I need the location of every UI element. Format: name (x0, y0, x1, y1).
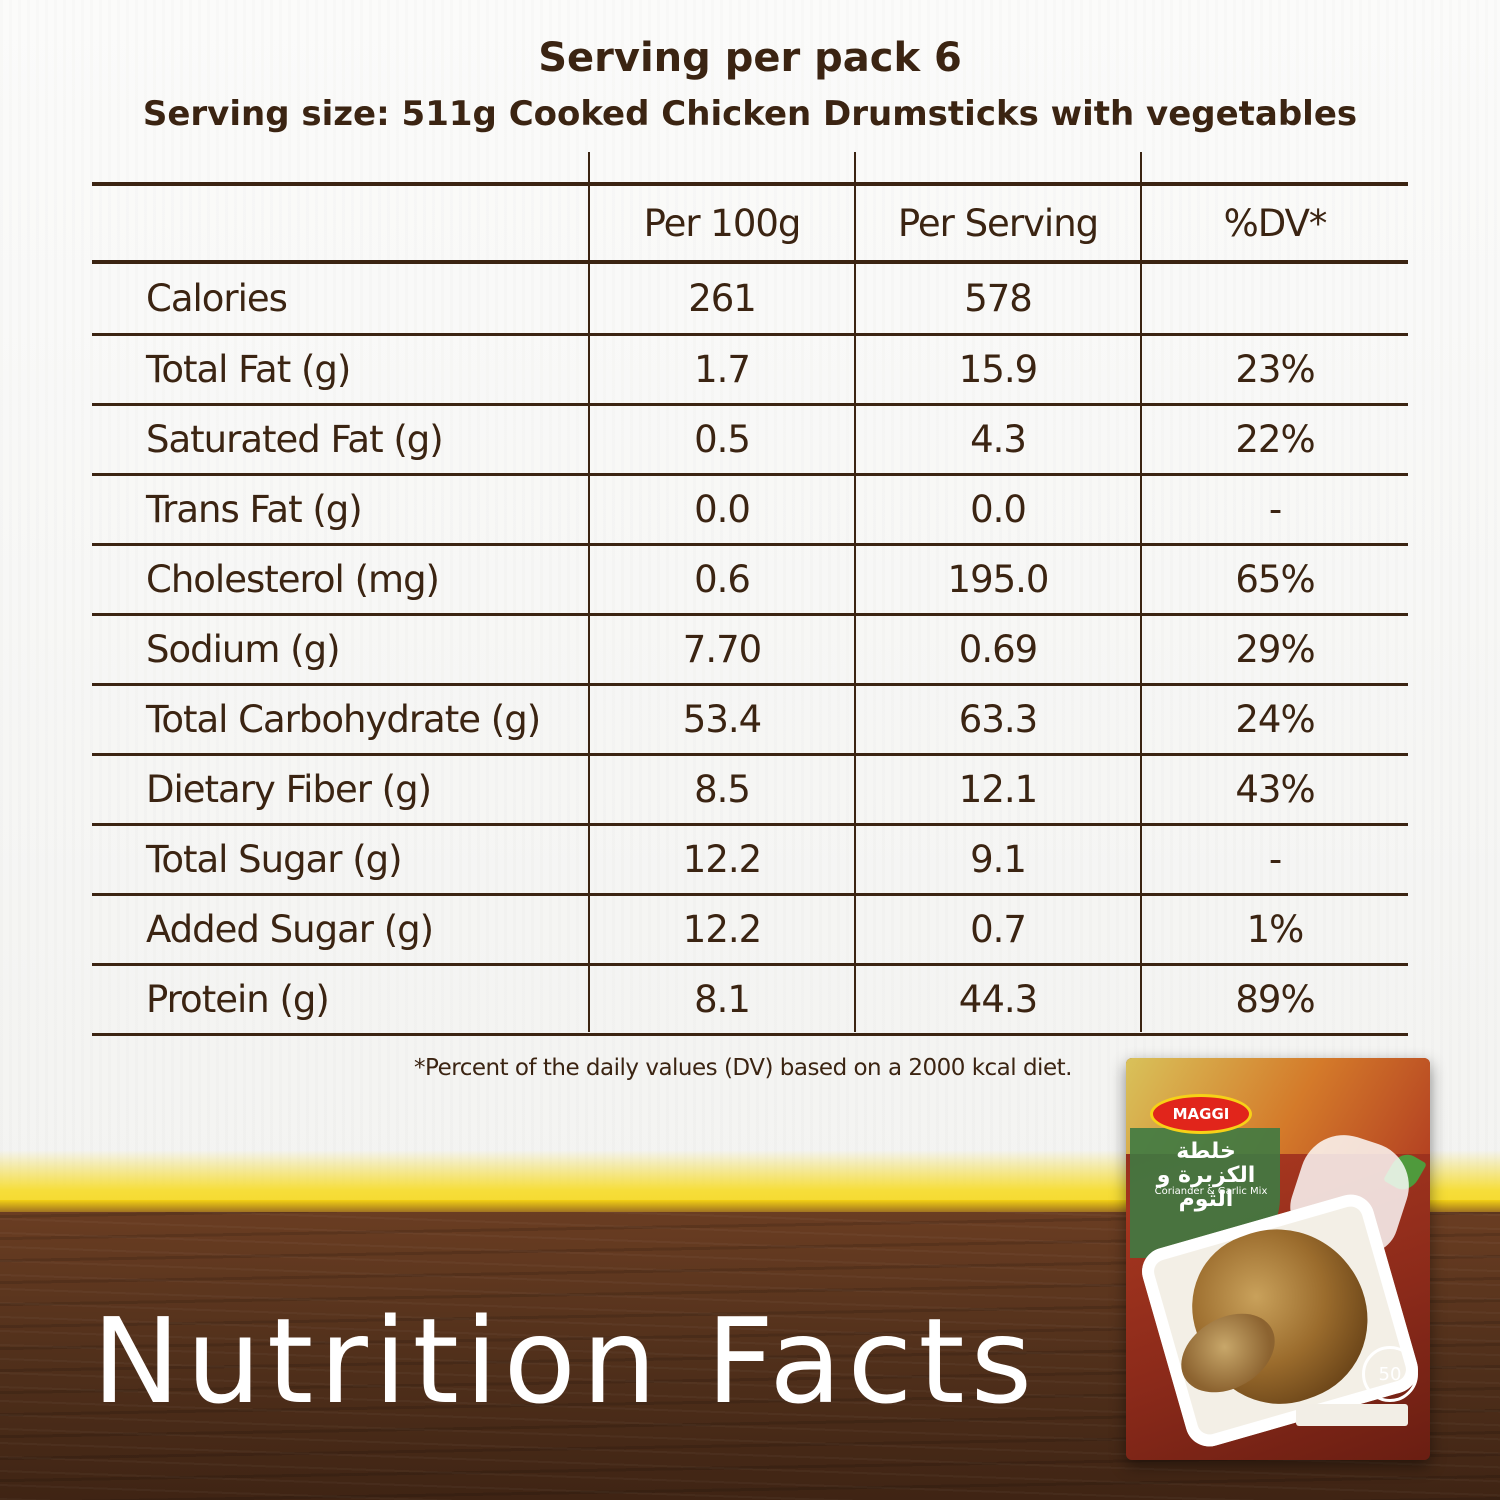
dv-value: 24% (1235, 698, 1315, 741)
column-divider (1140, 152, 1142, 1032)
paper-background (0, 0, 1500, 1200)
nutrient-label: Calories (146, 277, 288, 320)
table-header-row: Per 100g Per Serving %DV* (92, 182, 1408, 264)
table-row: Trans Fat (g) 0.0 0.0 - (92, 476, 1408, 546)
per-serving-value: 12.1 (958, 768, 1038, 811)
per-serving-value: 0.0 (970, 488, 1027, 531)
nutrient-label: Trans Fat (g) (146, 488, 363, 531)
table-row: Dietary Fiber (g) 8.5 12.1 43% (92, 756, 1408, 826)
product-pack-image: MAGGI خلطة الكزبرة و الثوم Coriander & G… (1126, 1058, 1430, 1460)
per-100g-value: 0.6 (694, 558, 751, 601)
per-serving-value: 195.0 (947, 558, 1050, 601)
header-label-cell (146, 186, 586, 260)
nutrition-table: Per 100g Per Serving %DV* Calories 261 578… (92, 152, 1408, 1036)
nutrient-label: Total Fat (g) (146, 348, 351, 391)
per-serving-value: 578 (964, 277, 1033, 320)
pack-english-name: Coriander & Garlic Mix (1154, 1186, 1268, 1197)
per-serving-value: 0.7 (970, 908, 1027, 951)
nutrient-label: Sodium (g) (146, 628, 341, 671)
nutrient-label: Added Sugar (g) (146, 908, 434, 951)
dv-value: 1% (1246, 908, 1305, 951)
nutrient-label: Saturated Fat (g) (146, 418, 444, 461)
nutrition-facts-title: Nutrition Facts (92, 1292, 1039, 1430)
dv-value: - (1268, 488, 1282, 531)
table-row: Sodium (g) 7.70 0.69 29% (92, 616, 1408, 686)
per-100g-value: 0.5 (694, 418, 751, 461)
table-row: Saturated Fat (g) 0.5 4.3 22% (92, 406, 1408, 476)
table-row: Cholesterol (mg) 0.6 195.0 65% (92, 546, 1408, 616)
footnote: *Percent of the daily values (DV) based … (414, 1055, 1072, 1081)
column-divider (854, 152, 856, 1032)
per-100g-value: 1.7 (694, 348, 751, 391)
per-100g-value: 8.1 (694, 978, 751, 1021)
table-row: Added Sugar (g) 12.2 0.7 1% (92, 896, 1408, 966)
pack-nutrition-strip (1296, 1404, 1408, 1426)
per-serving-value: 4.3 (970, 418, 1027, 461)
table-row: Total Carbohydrate (g) 53.4 63.3 24% (92, 686, 1408, 756)
header-dv: %DV* (1223, 201, 1328, 245)
dv-value: 22% (1235, 418, 1315, 461)
per-100g-value: 0.0 (694, 488, 751, 531)
header-per-serving: Per Serving (897, 201, 1099, 245)
nutrient-label: Dietary Fiber (g) (146, 768, 432, 811)
per-100g-value: 8.5 (694, 768, 751, 811)
per-100g-value: 261 (688, 277, 757, 320)
table-row: Calories 261 578 (92, 264, 1408, 336)
dv-value: 65% (1235, 558, 1315, 601)
per-serving-value: 44.3 (958, 978, 1038, 1021)
table-row: Protein (g) 8.1 44.3 89% (92, 966, 1408, 1036)
per-serving-value: 15.9 (958, 348, 1038, 391)
per-100g-value: 12.2 (682, 908, 762, 951)
per-serving-value: 9.1 (970, 838, 1027, 881)
nutrient-label: Protein (g) (146, 978, 330, 1021)
per-100g-value: 12.2 (682, 838, 762, 881)
serving-size: Serving size: 511g Cooked Chicken Drumst… (142, 94, 1358, 134)
per-100g-value: 7.70 (682, 628, 762, 671)
dv-value (1142, 264, 1408, 333)
dv-value: 23% (1235, 348, 1315, 391)
nutrient-label: Total Carbohydrate (g) (146, 698, 541, 741)
dv-value: - (1268, 838, 1282, 881)
dv-value: 89% (1235, 978, 1315, 1021)
table-row: Total Fat (g) 1.7 15.9 23% (92, 336, 1408, 406)
column-divider (588, 152, 590, 1032)
per-100g-value: 53.4 (682, 698, 762, 741)
maggi-logo: MAGGI (1150, 1094, 1252, 1134)
per-serving-value: 0.69 (958, 628, 1038, 671)
pack-arabic-name: خلطة الكزبرة و الثوم (1156, 1139, 1256, 1212)
header-per-100g: Per 100g (643, 201, 802, 245)
ready-time-badge: 50 (1362, 1346, 1418, 1402)
per-serving-value: 63.3 (958, 698, 1038, 741)
table-row: Total Sugar (g) 12.2 9.1 - (92, 826, 1408, 896)
header: Serving per pack 6 Serving size: 511g Co… (0, 32, 1500, 144)
nutrient-label: Total Sugar (g) (146, 838, 403, 881)
nutrient-label: Cholesterol (mg) (146, 558, 440, 601)
serving-per-pack: Serving per pack 6 (538, 35, 962, 81)
dv-value: 29% (1235, 628, 1315, 671)
dv-value: 43% (1235, 768, 1315, 811)
